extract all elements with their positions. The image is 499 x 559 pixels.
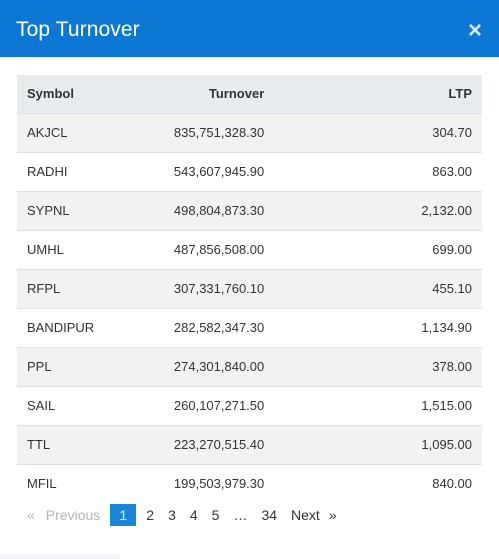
table-row[interactable]: RFPL 307,331,760.10 455.10 (17, 268, 482, 308)
cell-symbol: PPL (17, 346, 121, 386)
table-row[interactable]: SAIL 260,107,271.50 1,515.00 (17, 385, 482, 425)
table-body: AKJCL 835,751,328.30 304.70 RADHI 543,607,94… (17, 112, 482, 503)
table-row[interactable]: UMHL 487,856,508.00 699.00 (17, 229, 482, 269)
cell-turnover: 543,607,945.90 (120, 151, 399, 191)
background-fade (0, 551, 120, 559)
cell-ltp: 1,515.00 (398, 385, 482, 425)
page-button-3[interactable]: 3 (168, 507, 176, 523)
turnover-table-container: Symbol Turnover LTP AKJCL 835,751,328.30 3… (17, 75, 482, 503)
cell-turnover: 307,331,760.10 (120, 268, 399, 308)
cell-ltp: 2,132.00 (398, 190, 482, 230)
table-row[interactable]: SYPNL 498,804,873.30 2,132.00 (17, 190, 482, 230)
table-header-row: Symbol Turnover LTP (17, 75, 482, 113)
cell-symbol: TTL (17, 424, 121, 464)
cell-ltp: 1,095.00 (398, 424, 482, 464)
table-row[interactable]: PPL 274,301,840.00 378.00 (17, 346, 482, 386)
page-button-4[interactable]: 4 (189, 507, 198, 523)
cell-turnover: 498,804,873.30 (120, 190, 399, 230)
cell-turnover: 260,107,271.50 (120, 385, 399, 425)
modal-header: Top Turnover × (0, 0, 499, 57)
next-page-button[interactable]: Next (291, 507, 320, 523)
cell-turnover: 282,582,347.30 (120, 307, 399, 347)
cell-turnover: 274,301,840.00 (120, 346, 399, 386)
cell-symbol: AKJCL (17, 112, 121, 152)
pagination-ellipsis: … (233, 507, 248, 523)
close-icon[interactable]: × (467, 16, 482, 44)
turnover-table: Symbol Turnover LTP AKJCL 835,751,328.30 3… (17, 75, 482, 503)
cell-symbol: BANDIPUR (17, 307, 121, 347)
table-header: Symbol Turnover LTP (17, 75, 482, 113)
column-header-ltp[interactable]: LTP (448, 86, 472, 102)
cell-ltp: 840.00 (398, 463, 482, 503)
page-button-34[interactable]: 34 (261, 507, 278, 523)
cell-symbol: UMHL (17, 229, 121, 269)
page-button-1[interactable]: 1 (110, 504, 137, 526)
cell-symbol: MFIL (17, 463, 121, 503)
cell-symbol: RFPL (17, 268, 121, 308)
cell-ltp: 699.00 (398, 229, 482, 269)
column-header-turnover[interactable]: Turnover (208, 86, 265, 102)
page-button-2[interactable]: 2 (146, 507, 155, 523)
cell-turnover: 835,751,328.30 (120, 112, 399, 152)
cell-ltp: 304.70 (398, 112, 482, 152)
cell-symbol: SYPNL (17, 190, 121, 230)
cell-symbol: SAIL (17, 385, 121, 425)
cell-turnover: 487,856,508.00 (120, 229, 399, 269)
cell-ltp: 378.00 (398, 346, 482, 386)
table-row[interactable]: TTL 223,270,515.40 1,095.00 (17, 424, 482, 464)
cell-turnover: 223,270,515.40 (120, 424, 399, 464)
cell-ltp: 1,134.90 (398, 307, 482, 347)
pagination: « Previous 1 2 3 4 5 … 34 Next » (17, 502, 344, 528)
table-row[interactable]: RADHI 543,607,945.90 863.00 (17, 151, 482, 191)
modal-title: Top Turnover (16, 17, 140, 41)
cell-ltp: 863.00 (398, 151, 482, 191)
table-row[interactable]: AKJCL 835,751,328.30 304.70 (17, 112, 482, 152)
table-row[interactable]: MFIL 199,503,979.30 840.00 (17, 463, 482, 503)
cell-ltp: 455.10 (398, 268, 482, 308)
column-header-symbol[interactable]: Symbol (27, 86, 74, 102)
previous-page-button: Previous (45, 507, 101, 523)
cell-turnover: 199,503,979.30 (120, 463, 399, 503)
page-button-5[interactable]: 5 (211, 507, 220, 523)
table-row[interactable]: BANDIPUR 282,582,347.30 1,134.90 (17, 307, 482, 347)
cell-symbol: RADHI (17, 151, 121, 191)
previous-arrow-icon: « (27, 507, 35, 523)
next-arrow-icon[interactable]: » (328, 507, 337, 523)
